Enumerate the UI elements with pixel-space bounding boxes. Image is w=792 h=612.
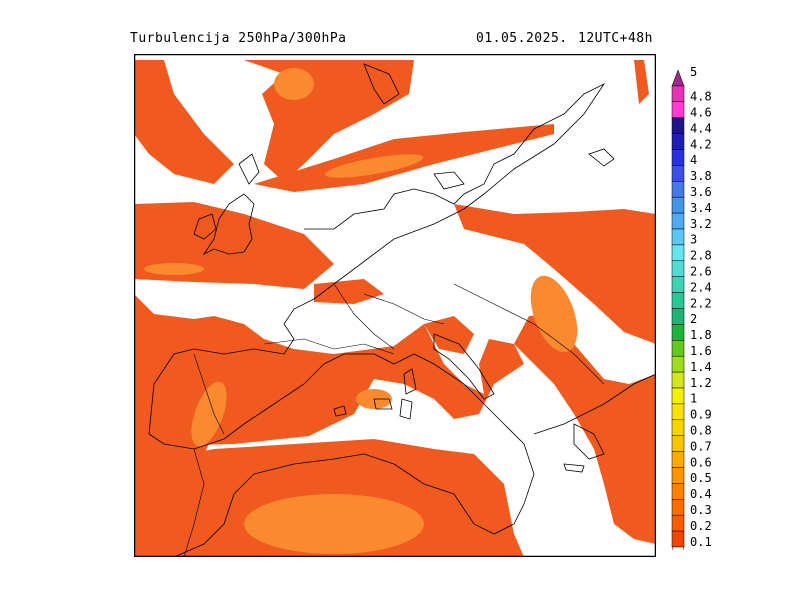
legend-label: 4.6 [690,106,712,120]
legend-label: 3.2 [690,217,712,231]
legend-swatch [671,514,685,532]
legend-label: 0.7 [690,439,712,453]
legend-swatch [671,228,685,246]
legend-swatch [671,467,685,484]
legend-label: 0.5 [690,471,712,485]
legend-swatch [671,260,685,277]
legend-swatch [671,371,685,389]
legend-label: 2.4 [690,280,712,294]
legend-swatch [671,308,685,325]
turbulence-maxima [144,68,578,554]
legend-swatch [671,69,685,87]
legend-swatch [671,101,685,118]
legend-label: 2.8 [690,249,712,263]
legend-swatch [671,212,685,230]
turbulence-map [134,54,656,557]
legend-label: 4.8 [690,90,712,104]
legend-swatch [671,387,685,405]
legend-swatch [671,324,685,341]
legend-label: 2.2 [690,296,712,310]
legend-label: 4.4 [690,121,712,135]
legend-label: 0.9 [690,408,712,422]
legend-label: 3.4 [690,201,712,215]
legend-label: 1.4 [690,360,712,374]
legend-label: 3.6 [690,185,712,199]
legend-label: 2 [690,312,697,326]
legend-label: 4.2 [690,137,712,151]
legend-swatch [671,499,685,516]
legend-swatch [671,403,685,421]
legend-swatch [671,196,685,214]
legend-label: 0.4 [690,487,712,501]
turbulence-field [134,60,656,557]
legend-swatch [671,292,685,309]
legend-label: 0.6 [690,455,712,469]
map-title: Turbulencija 250hPa/300hPa [130,31,347,46]
legend-swatch [671,165,685,182]
legend-swatch [671,419,685,436]
legend-swatch [671,149,685,166]
legend-label: 1 [690,392,697,406]
legend-swatch [671,133,685,150]
legend-label: 0.2 [690,519,712,533]
legend-swatch [671,483,685,500]
legend-swatch [671,451,685,468]
coastlines [148,63,656,557]
legend-label: 3.8 [690,169,712,183]
legend-swatch [671,530,685,548]
legend-swatch [671,181,685,198]
map-frame [134,54,656,557]
legend-label: 4 [690,153,697,167]
country-borders [183,283,605,557]
legend-label: 1.6 [690,344,712,358]
legend-swatch [671,85,685,103]
forecast-run: 12UTC+48h [578,31,653,46]
legend-label: 3 [690,233,697,247]
legend-label: 2.6 [690,265,712,279]
legend-swatch [671,244,685,262]
legend-swatch [671,117,685,134]
legend-label: 0.3 [690,503,712,517]
legend-label: 0.1 [690,535,712,549]
legend-label: 1.8 [690,328,712,342]
legend-label: 5 [690,65,697,79]
color-legend: 5 4.8 4.64.4 4.2 4 3.8 3.6 3.4 3.2 3 2.8 2.62.4 2.2 2… [671,65,712,550]
legend-swatch [671,355,685,373]
legend-label: 0.8 [690,424,712,438]
legend-label: 1.2 [690,376,712,390]
legend-swatch [671,276,685,293]
legend-swatch [671,546,685,550]
forecast-date: 01.05.2025. [476,31,568,46]
legend-swatch [671,435,685,452]
legend-swatch [671,340,685,357]
